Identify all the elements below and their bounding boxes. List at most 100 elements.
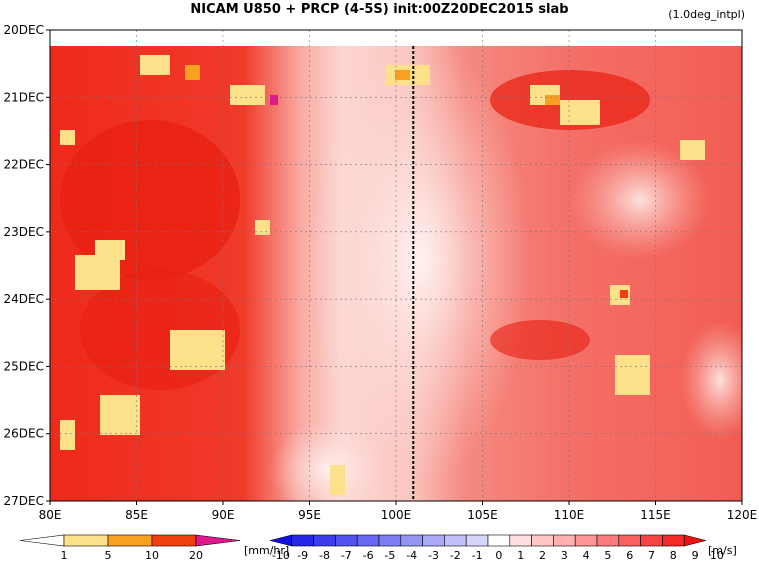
precip-patch — [255, 220, 270, 235]
x-tick-label: 100E — [381, 508, 412, 522]
wind-bar-label: -9 — [297, 549, 308, 561]
strong-wind-region — [490, 320, 590, 360]
y-tick-label: 21DEC — [4, 90, 44, 104]
wind-bar-segment — [378, 534, 402, 547]
x-tick-label: 90E — [212, 508, 235, 522]
precip-patch — [615, 355, 650, 395]
precip-patch — [560, 100, 600, 125]
x-tick-label: 110E — [554, 508, 585, 522]
wind-bar-segment — [553, 534, 576, 547]
precip-patch — [680, 140, 705, 160]
y-tick-label: 27DEC — [4, 494, 44, 508]
wind-units: [m/s] — [708, 544, 737, 557]
weak-wind-region — [270, 420, 390, 501]
wind-bar-segment — [422, 534, 445, 547]
precip-patch — [545, 95, 560, 105]
wind-bar-label: 10 — [710, 549, 724, 561]
wind-bar-segment — [618, 534, 641, 547]
precip-patch — [170, 330, 225, 370]
precip-patch — [270, 95, 278, 105]
weak-wind-region — [680, 320, 742, 440]
wind-bar-segment — [356, 534, 380, 547]
precip-bar-label: 1 — [61, 549, 68, 561]
precip-patch — [75, 255, 120, 290]
grid-lines — [50, 30, 742, 501]
wind-bar-segment — [574, 534, 598, 547]
precip-bar-segment — [63, 534, 109, 547]
plot-area — [50, 30, 742, 501]
precip-bar-label: 10 — [145, 549, 159, 561]
precip-bar-segment — [195, 534, 241, 547]
wind-bar-segment — [291, 534, 314, 547]
x-tick-label: 105E — [467, 508, 498, 522]
precip-patch — [60, 130, 75, 145]
wind-bar-segment — [596, 534, 620, 547]
wind-bar-label: 8 — [670, 549, 677, 561]
y-tick-label: 23DEC — [4, 225, 44, 239]
precip-patch — [140, 55, 170, 75]
precip-patch — [95, 240, 125, 260]
wind-bar-label: -4 — [406, 549, 417, 561]
wind-bar-segment — [640, 534, 663, 547]
wind-bar-label: -2 — [450, 549, 461, 561]
precip-bar-label: 20 — [189, 549, 203, 561]
wind-bar-label: -5 — [384, 549, 395, 561]
precip-patch — [620, 290, 628, 298]
wind-bar-segment — [509, 534, 532, 547]
wind-bar-label: 9 — [692, 549, 699, 561]
weak-wind-region — [570, 140, 710, 260]
wind-bar-label: 5 — [604, 549, 611, 561]
precip-patch — [330, 465, 345, 495]
y-tick-label: 20DEC — [4, 23, 44, 37]
precip-bar-segment — [19, 534, 65, 547]
x-tick-label: 85E — [125, 508, 148, 522]
wind-bar-segment — [313, 534, 336, 547]
wind-bar-label: -7 — [341, 549, 352, 561]
x-tick-label: 80E — [39, 508, 62, 522]
wind-bar-segment — [487, 534, 511, 547]
wind-bar-segment — [444, 534, 467, 547]
precip-bar-label: 5 — [105, 549, 112, 561]
wind-colorbar: -10 -9 -8 -7 -6 -5 -4 -3 -2 -1 0 1 2 3 4 5 6 7 8 9 10 — [269, 534, 724, 561]
wind-bar-segment — [662, 534, 685, 547]
precip-patch — [395, 70, 410, 80]
precip-bar-segment — [151, 534, 197, 547]
wind-bar-label: 7 — [648, 549, 655, 561]
wind-bar-segment — [335, 534, 358, 547]
x-axis: 80E 85E 90E 95E 100E 105E 110E 115E 120E — [39, 501, 758, 522]
wind-bar-label: 0 — [495, 549, 502, 561]
precip-patch — [100, 395, 140, 435]
y-axis: 20DEC 21DEC 22DEC 23DEC 24DEC 25DEC 26DEC 27DEC — [4, 23, 50, 508]
chart-title: NICAM U850 + PRCP (4-5S) init:00Z20DEC20… — [190, 2, 569, 17]
wind-bar-label: 1 — [517, 549, 524, 561]
interpolation-note: (1.0deg_intpl) — [668, 8, 745, 21]
weak-wind-region — [310, 40, 530, 480]
wind-bar-label: 4 — [583, 549, 590, 561]
precip-patch — [185, 65, 200, 80]
precip-bar-segment — [107, 534, 153, 547]
precip-patch — [230, 85, 265, 105]
y-tick-label: 26DEC — [4, 427, 44, 441]
precip-patches — [60, 55, 705, 495]
wind-bar-label: -3 — [428, 549, 439, 561]
y-tick-label: 24DEC — [4, 292, 44, 306]
wind-bar-label: -1 — [472, 549, 483, 561]
no-data-band — [50, 30, 742, 46]
wind-bar-label: 6 — [626, 549, 633, 561]
wind-bar-label: -6 — [363, 549, 374, 561]
wind-bar-segment — [465, 534, 489, 547]
precip-colorbar: 1 5 10 20 — [19, 534, 241, 561]
x-tick-label: 95E — [298, 508, 321, 522]
y-tick-label: 22DEC — [4, 158, 44, 172]
wind-bar-label: -8 — [319, 549, 330, 561]
y-tick-label: 25DEC — [4, 359, 44, 373]
wind-bar-segment — [531, 534, 554, 547]
wind-bar-label: -10 — [272, 549, 290, 561]
wind-bar-label: 3 — [561, 549, 568, 561]
precip-patch — [60, 420, 75, 450]
wind-bar-label: 2 — [539, 549, 546, 561]
wind-bar-segment — [683, 534, 707, 547]
x-tick-label: 120E — [727, 508, 758, 522]
precip-units: [mm/hr] — [244, 544, 289, 557]
